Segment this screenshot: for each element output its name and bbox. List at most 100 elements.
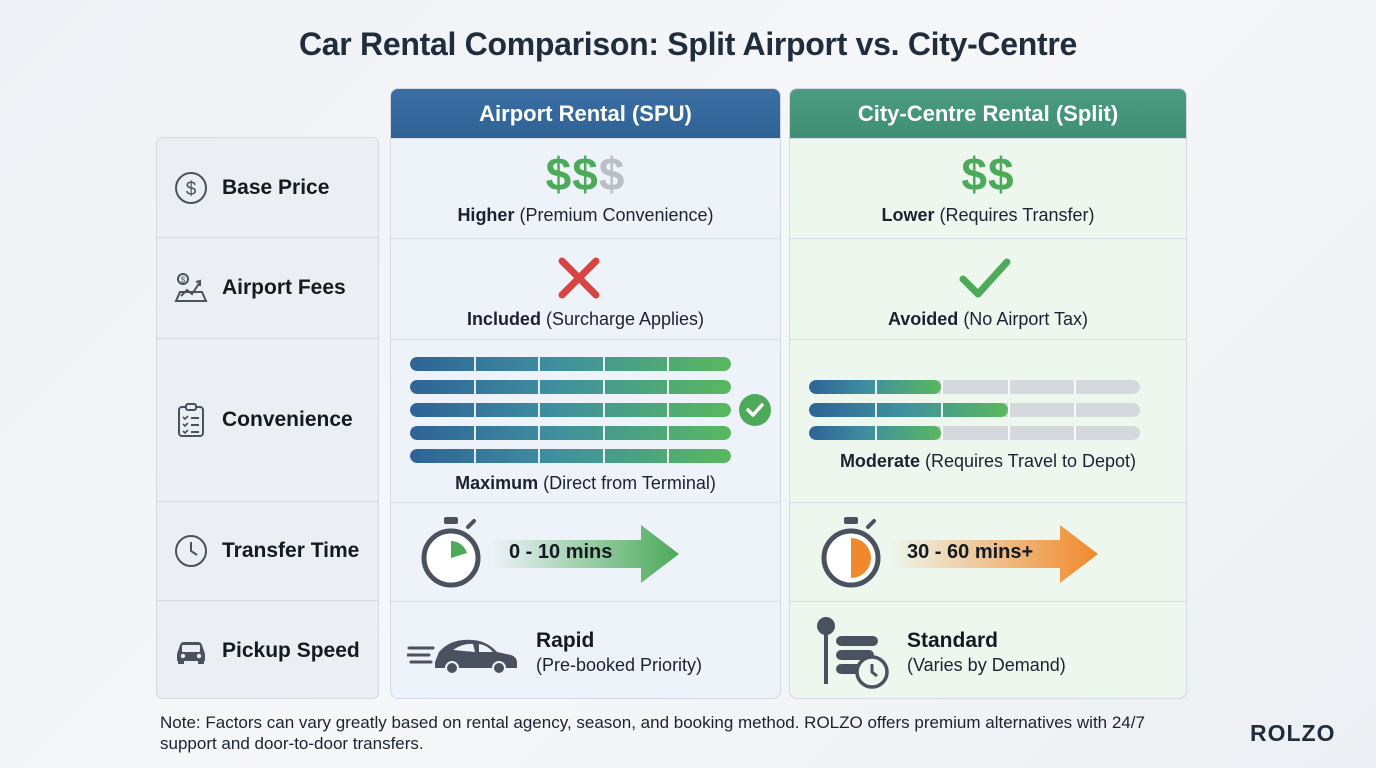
city-rental-column: City-Centre Rental (Split) $$ Lower (Req… [789,88,1187,699]
bar-tick [538,449,541,463]
convenience-bar-fill [410,357,731,371]
label-transfer-time: Transfer Time [157,502,378,601]
cross-icon [558,257,600,299]
bar-tick [1073,380,1076,394]
caption-rest: (Direct from Terminal) [543,473,716,493]
convenience-bar [410,380,731,394]
footnote: Note: Factors can vary greatly based on … [160,713,1145,753]
city-convenience-cell: Moderate (Requires Travel to Depot) [790,339,1186,502]
airport-rental-column: Airport Rental (SPU) $$$ Higher (Premium… [390,88,781,699]
caption-rest: (Surcharge Applies) [545,309,705,329]
stopwatch-icon [821,517,881,588]
airport-base-price-caption: Higher (Premium Convenience) [391,205,780,226]
label-column: $ Base Price $ Airport Fees Convenience … [156,137,379,699]
label-airport-fees: $ Airport Fees [157,238,378,339]
caption-bold: Included [466,309,541,329]
bar-tick [602,403,605,417]
inactive-dollars: $ [598,148,626,200]
fast-car-icon [407,639,517,675]
city-pickup-title: Standard [907,629,999,652]
airport-column-header: Airport Rental (SPU) [391,89,780,138]
convenience-bar-fill [809,403,1008,417]
caption-bold: Higher [457,205,515,225]
bar-tick [1073,403,1076,417]
caption-bold: Moderate [839,451,920,471]
caption-rest: (Requires Travel to Depot) [924,451,1137,471]
convenience-bar [809,426,1140,440]
caption-rest: (No Airport Tax) [963,309,1089,329]
airport-pickup-title: Rapid [536,629,595,652]
airport-fees-caption: Included (Surcharge Applies) [391,309,780,330]
city-pickup-sub: (Varies by Demand) [907,655,1066,675]
label-text: Convenience [222,408,353,431]
bar-tick [666,380,669,394]
svg-text:$: $ [181,276,186,285]
clock-icon [173,533,209,569]
airport-base-price-cell: $$$ Higher (Premium Convenience) [391,138,780,238]
clipboard-checklist-icon [173,402,209,438]
convenience-bar [410,357,731,371]
convenience-bar [410,403,731,417]
city-convenience-caption: Moderate (Requires Travel to Depot) [790,451,1186,472]
transfer-arrow-orange [890,525,1098,583]
bar-tick [666,449,669,463]
svg-text:$: $ [186,179,197,200]
airport-fees-cell: Included (Surcharge Applies) [391,238,780,339]
bar-tick [941,426,944,440]
bar-tick [474,403,477,417]
label-base-price: $ Base Price [157,138,378,238]
bar-tick [941,380,944,394]
brand-logo: ROLZO [1250,720,1336,746]
convenience-bar-fill [410,449,731,463]
stopwatch-icon [421,517,481,588]
bar-tick [875,380,878,394]
city-transfer-text: 30 - 60 mins+ [907,541,1034,563]
city-column-header: City-Centre Rental (Split) [790,89,1186,138]
city-fees-caption: Avoided (No Airport Tax) [790,309,1186,330]
city-fees-cell: Avoided (No Airport Tax) [790,238,1186,339]
price-level-symbols: $$ [790,147,1186,201]
active-dollars: $$ [961,148,1015,200]
airport-pickup-cell: Rapid (Pre-booked Priority) [391,601,780,698]
transfer-arrow-green [491,525,679,583]
airport-transfer-text: 0 - 10 mins [509,541,613,563]
bar-tick [602,380,605,394]
bar-tick [875,426,878,440]
label-text: Base Price [222,175,330,199]
fees-chart-icon: $ [173,270,209,306]
dollar-circle-icon: $ [173,170,209,206]
bar-tick [1007,380,1010,394]
bar-tick [474,449,477,463]
bar-tick [474,357,477,371]
queue-timer-icon [817,617,889,689]
bar-tick [538,403,541,417]
label-pickup-speed: Pickup Speed [157,601,378,700]
bar-tick [666,357,669,371]
label-text: Transfer Time [222,539,360,562]
convenience-bar [809,403,1140,417]
convenience-bar-fill [410,426,731,440]
bar-tick [1073,426,1076,440]
convenience-bar [809,380,1140,394]
caption-rest: (Premium Convenience) [519,205,714,225]
airport-convenience-caption: Maximum (Direct from Terminal) [391,473,780,494]
bar-tick [474,426,477,440]
convenience-bar [410,426,731,440]
bar-tick [602,426,605,440]
city-base-price-cell: $$ Lower (Requires Transfer) [790,138,1186,238]
airport-pickup-sub: (Pre-booked Priority) [536,655,703,675]
bar-tick [1007,426,1010,440]
city-transfer-cell: 30 - 60 mins+ [790,502,1186,601]
label-convenience: Convenience [157,339,378,502]
convenience-bar-fill [410,380,731,394]
airport-convenience-cell: Maximum (Direct from Terminal) [391,339,780,502]
caption-bold: Avoided [887,309,959,329]
label-text: Pickup Speed [222,638,360,662]
price-level-symbols: $$$ [391,147,780,201]
convenience-bars [410,357,731,472]
city-pickup-cell: Standard (Varies by Demand) [790,601,1186,698]
bar-tick [941,403,944,417]
check-circle-icon [739,394,771,426]
bar-tick [474,380,477,394]
bar-tick [538,426,541,440]
